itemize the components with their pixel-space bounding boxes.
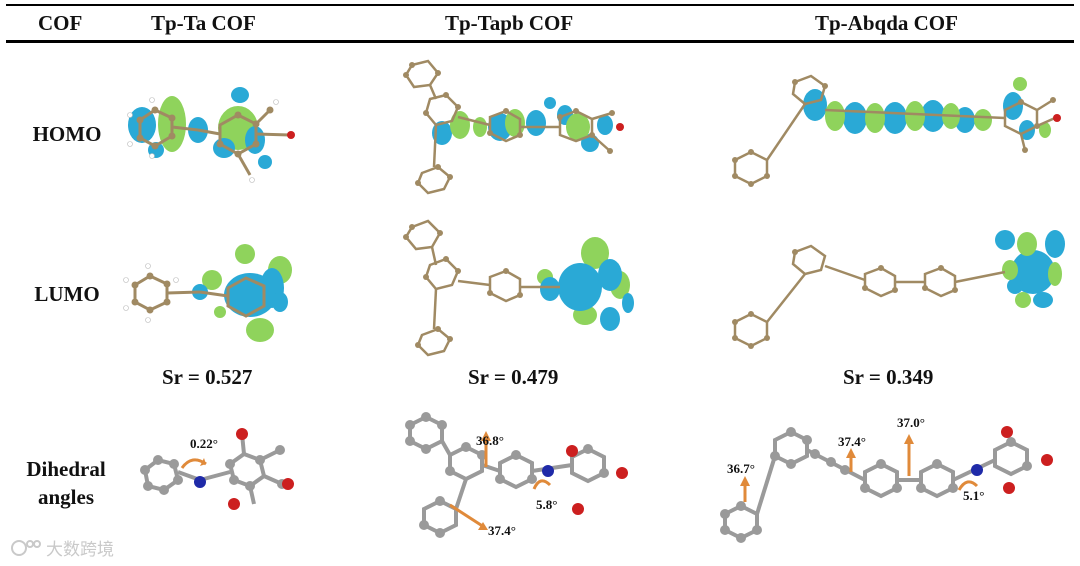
col-header-tp-abqda: Tp-Abqda COF	[815, 11, 958, 35]
dihedral-tp-tapb-structure	[405, 412, 628, 538]
dihedral-tp-ta-angle-1: 0.22°	[190, 436, 218, 451]
row-label-dihedral: Dihedral angles	[8, 455, 124, 511]
lumo-tp-abqda-structure	[732, 230, 1065, 349]
sr-value-tp-tapb: Sr = 0.479	[468, 365, 559, 389]
col-header-tp-tapb: Tp-Tapb COF	[445, 11, 574, 35]
dihedral-tp-abqda-angle-1: 36.7°	[727, 461, 755, 476]
homo-tp-tapb-structure	[403, 59, 624, 195]
sr-value-tp-ta: Sr = 0.527	[162, 365, 253, 389]
top-rule	[6, 4, 1074, 6]
row-label-lumo: LUMO	[34, 282, 100, 306]
homo-tp-abqda-structure	[732, 74, 1061, 187]
row-label-dihedral-line2: angles	[37, 485, 94, 509]
col-header-cof: COF	[38, 11, 83, 35]
sr-value-tp-abqda: Sr = 0.349	[843, 365, 934, 389]
dihedral-tp-tapb-angle-3: 37.4°	[488, 523, 516, 538]
dihedral-tp-ta-structure	[140, 428, 294, 510]
dihedral-tp-abqda-angle-2: 37.4°	[838, 434, 866, 449]
dihedral-tp-abqda-structure	[720, 426, 1053, 543]
lumo-tp-tapb-structure	[403, 219, 634, 357]
col-header-tp-ta: Tp-Ta COF	[151, 11, 256, 35]
row-label-dihedral-line1: Dihedral	[26, 457, 106, 481]
watermark-logo-icon	[11, 539, 41, 556]
dihedral-tp-tapb-angle-1: 36.8°	[476, 433, 504, 448]
header-rule	[6, 40, 1074, 43]
homo-tp-ta-structure	[127, 87, 295, 183]
row-label-homo: HOMO	[32, 122, 102, 146]
dihedral-tp-abqda-angle-3: 37.0°	[897, 415, 925, 430]
lumo-tp-ta-structure	[123, 244, 292, 342]
watermark: 大数跨境	[10, 535, 114, 560]
dihedral-tp-abqda-angle-4: 5.1°	[963, 488, 985, 503]
dihedral-tp-tapb-angle-2: 5.8°	[536, 497, 558, 512]
watermark-text: 大数跨境	[46, 540, 114, 560]
